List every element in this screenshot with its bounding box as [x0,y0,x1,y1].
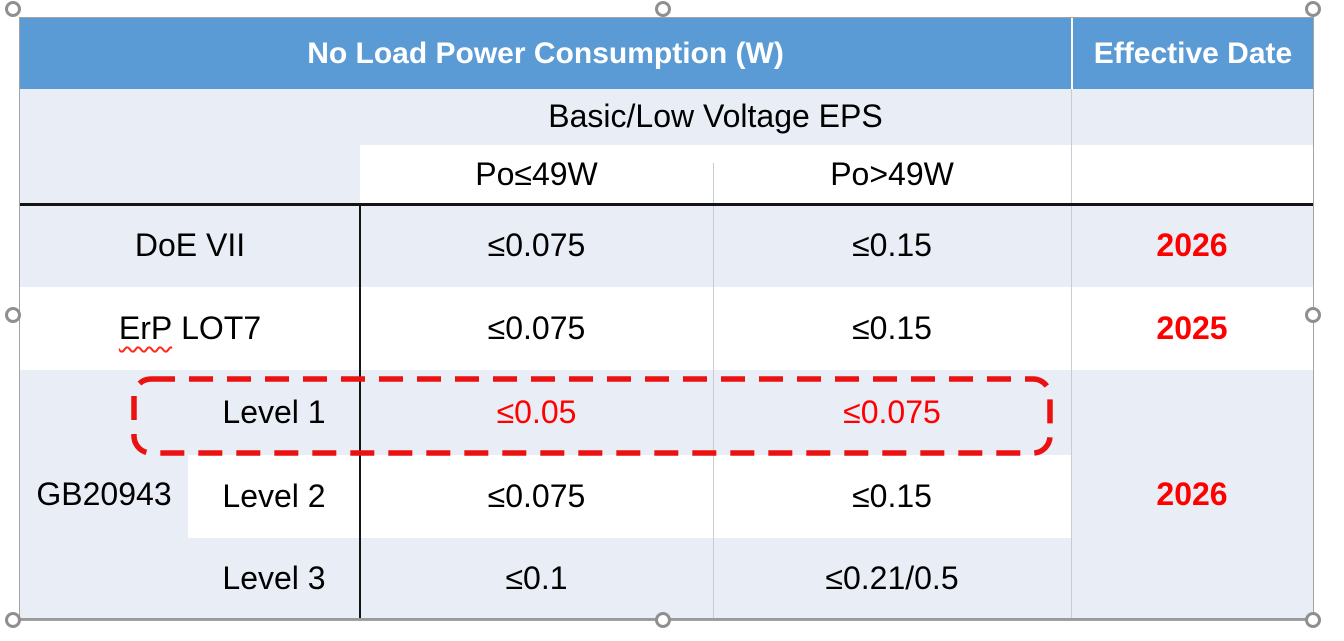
value-level3-po-low[interactable]: ≤0.1 [360,538,713,620]
row-label-erp-lot7[interactable]: ErP LOT7 [20,287,360,370]
selection-handle-bottom-center[interactable] [655,612,671,628]
selection-handle-top-left[interactable] [5,1,21,17]
column-divider-po [713,163,714,620]
row-label-level-3[interactable]: Level 3 [188,538,360,620]
selection-handle-middle-right[interactable] [1305,307,1321,323]
value-erp-po-low[interactable]: ≤0.075 [360,287,713,370]
column-divider-effective-date [1071,89,1072,620]
header-cell-effective-date[interactable]: Effective Date [1071,18,1313,89]
value-level3-po-high[interactable]: ≤0.21/0.5 [713,538,1071,620]
value-level1-po-high[interactable]: ≤0.075 [713,370,1071,455]
blank-cell-row-label-header[interactable] [20,89,360,204]
date-gb20943[interactable]: 2026 [1071,370,1313,620]
subheader-cell-po-gt-49w[interactable]: Po>49W [713,145,1071,204]
selection-handle-bottom-left[interactable] [5,612,21,628]
value-erp-po-high[interactable]: ≤0.15 [713,287,1071,370]
header-body-divider-line [20,203,1313,206]
selection-handle-top-right[interactable] [1305,1,1321,17]
value-level2-po-low[interactable]: ≤0.075 [360,455,713,538]
row-label-level-1[interactable]: Level 1 [188,370,360,455]
value-doe-po-low[interactable]: ≤0.075 [360,204,713,287]
subheader-cell-po-le-49w[interactable]: Po≤49W [360,145,713,204]
blank-cell-effective-date-r2[interactable] [1071,89,1313,145]
blank-cell-effective-date-r3[interactable] [1071,145,1313,204]
row-label-gb20943[interactable]: GB20943 [20,370,188,620]
dashed-rectangle-shape [131,376,1053,456]
row-label-doe-vii[interactable]: DoE VII [20,204,360,287]
level1-highlight-dashed-box[interactable] [129,374,1055,458]
row-label-level-2[interactable]: Level 2 [188,455,360,538]
erp-label-rest: LOT7 [172,309,262,346]
selection-handle-top-center[interactable] [655,1,671,17]
value-level2-po-high[interactable]: ≤0.15 [713,455,1071,538]
subheader-cell-basic-low-voltage-eps[interactable]: Basic/Low Voltage EPS [360,89,1071,145]
date-doe[interactable]: 2026 [1071,204,1313,287]
label-value-divider-line [359,206,361,620]
erp-word-spellcheck: ErP [118,309,173,346]
date-erp[interactable]: 2025 [1071,287,1313,370]
value-doe-po-high[interactable]: ≤0.15 [713,204,1071,287]
specs-table[interactable]: No Load Power Consumption (W) Effective … [20,18,1313,620]
selection-handle-middle-left[interactable] [5,307,21,323]
selection-handle-bottom-right[interactable] [1305,612,1321,628]
value-level1-po-low[interactable]: ≤0.05 [360,370,713,455]
header-cell-no-load-power[interactable]: No Load Power Consumption (W) [20,18,1071,89]
